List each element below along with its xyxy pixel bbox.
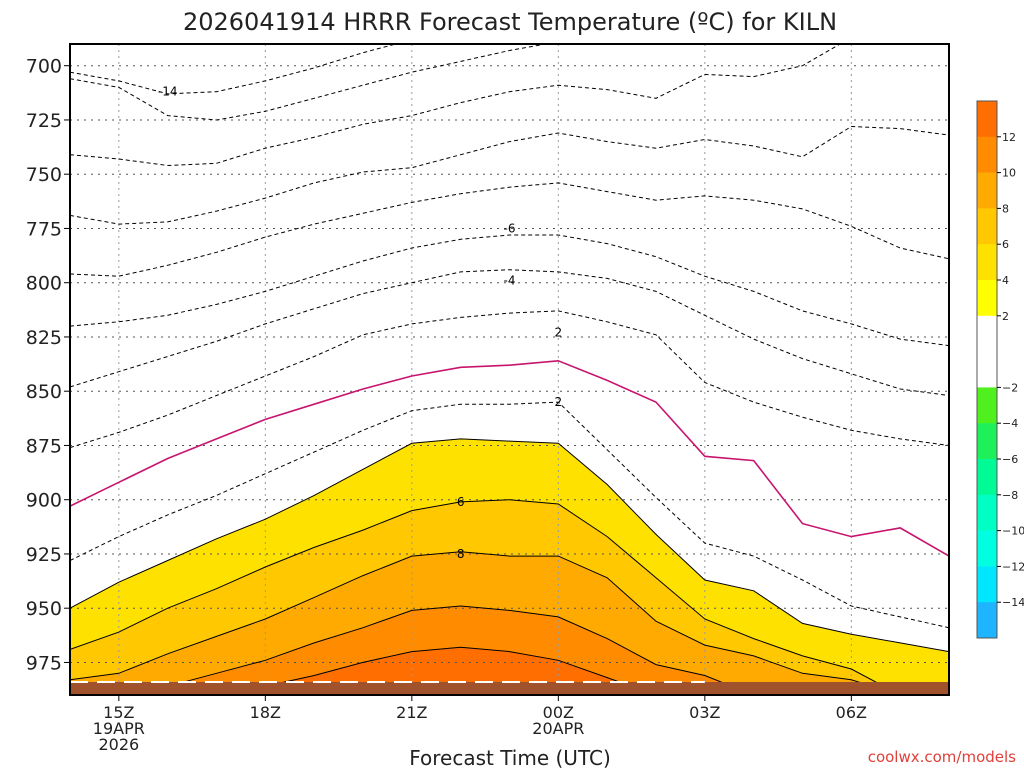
colorbar-swatch [977, 280, 997, 317]
colorbar-label: 2 [1002, 310, 1009, 323]
x-tick-label: 19APR [93, 719, 145, 738]
x-axis-title: Forecast Time (UTC) [409, 746, 611, 768]
isotherm-line [70, 359, 949, 557]
colorbar-swatch [977, 208, 997, 245]
colorbar-label: 6 [1002, 238, 1009, 251]
isotherm-line [70, 44, 549, 121]
colorbar-label: −2 [1002, 381, 1018, 394]
y-tick-label: 875 [26, 435, 62, 457]
chart-title: 2026041914 HRRR Forecast Temperature (ºC… [183, 8, 837, 36]
y-axis: 700 725 750 775 800 825 850 875 900 925 950 975 [26, 56, 70, 674]
isotherm-line [70, 269, 949, 396]
isotherm-line [70, 401, 949, 629]
y-tick-label: 700 [26, 56, 62, 78]
isotherm-label: -6 [504, 221, 516, 235]
temperature-fill-layer [70, 44, 949, 695]
x-tick-label: 18Z [250, 703, 281, 722]
grid-layer [70, 44, 949, 695]
colorbar-swatch [977, 459, 997, 496]
isotherm-line [70, 438, 949, 653]
x-tick-label: 00Z [543, 703, 574, 722]
y-tick-label: 925 [26, 544, 62, 566]
isotherm-label: 8 [457, 547, 465, 561]
colorbar-swatch [977, 530, 997, 567]
y-tick-label: 850 [26, 381, 62, 403]
colorbar-swatch [977, 101, 997, 138]
isotherm-label: -14 [158, 85, 178, 99]
isotherm-label: 6 [457, 495, 465, 509]
plot-area: -14 -6 -4 2 2 6 8 [69, 43, 950, 696]
colorbar-swatch [977, 172, 997, 209]
y-tick-label: 750 [26, 164, 62, 186]
isotherm-line [70, 44, 949, 167]
isotherm-label: 2 [555, 395, 563, 409]
colorbar-swatch [977, 494, 997, 531]
x-tick-label: 06Z [836, 703, 867, 722]
colorbar-label: −8 [1002, 489, 1018, 502]
x-tick-label: 03Z [689, 703, 720, 722]
isotherm-line [70, 499, 949, 695]
y-tick-label: 800 [26, 273, 62, 295]
x-tick-label: 20APR [532, 719, 584, 738]
colorbar-swatch [977, 602, 997, 639]
colorbar-label: 12 [1002, 131, 1016, 144]
ground-layer [70, 680, 949, 695]
y-tick-label: 950 [26, 598, 62, 620]
colorbar-label: −6 [1002, 453, 1018, 466]
isotherm-line [70, 44, 398, 95]
y-tick-label: 725 [26, 110, 62, 132]
isotherm-line [70, 125, 949, 225]
y-tick-label: 825 [26, 327, 62, 349]
colorbar-swatch [977, 136, 997, 173]
x-tick-label: 15Z [103, 703, 134, 722]
isotherm-line [70, 234, 949, 347]
x-tick-label: 2026 [98, 735, 139, 754]
isotherm-label: 2 [555, 326, 563, 340]
colorbar-swatch [977, 244, 997, 281]
isotherm-line [70, 182, 949, 277]
isotherm-label-layer: -14 -6 -4 2 2 6 8 [158, 85, 562, 561]
colorbar-swatch [977, 423, 997, 460]
y-tick-label: 775 [26, 218, 62, 240]
isotherm-line [70, 310, 949, 449]
isotherm-line [70, 605, 949, 695]
watermark-text: coolwx.com/models [868, 748, 1016, 766]
temperature-band-area [70, 44, 949, 628]
colorbar-swatch [977, 566, 997, 603]
colorbar-swatch [977, 387, 997, 424]
y-tick-label: 975 [26, 652, 62, 674]
colorbar-label: −12 [1002, 560, 1024, 573]
colorbar-frame [976, 100, 998, 639]
plot-frame [69, 43, 950, 696]
colorbar-swatch [977, 315, 997, 388]
ground-surface [70, 681, 949, 695]
colorbar-label: 10 [1002, 167, 1016, 180]
colorbar-label: 4 [1002, 274, 1009, 287]
isotherm-line [70, 551, 949, 695]
isotherm-label: -4 [504, 274, 516, 288]
x-tick-label: 21Z [396, 703, 427, 722]
colorbar-label: −14 [1002, 596, 1024, 609]
y-tick-label: 900 [26, 490, 62, 512]
colorbar-label: −10 [1002, 525, 1024, 538]
isotherm-layer [70, 44, 949, 695]
colorbar-label: 8 [1002, 202, 1009, 215]
temperature-band-area [70, 606, 949, 695]
colorbar-label: −4 [1002, 417, 1018, 430]
colorbar: 12 10 8 6 4 2 −2 −4 −6 −8 −10 −12 −14 [976, 100, 1024, 639]
